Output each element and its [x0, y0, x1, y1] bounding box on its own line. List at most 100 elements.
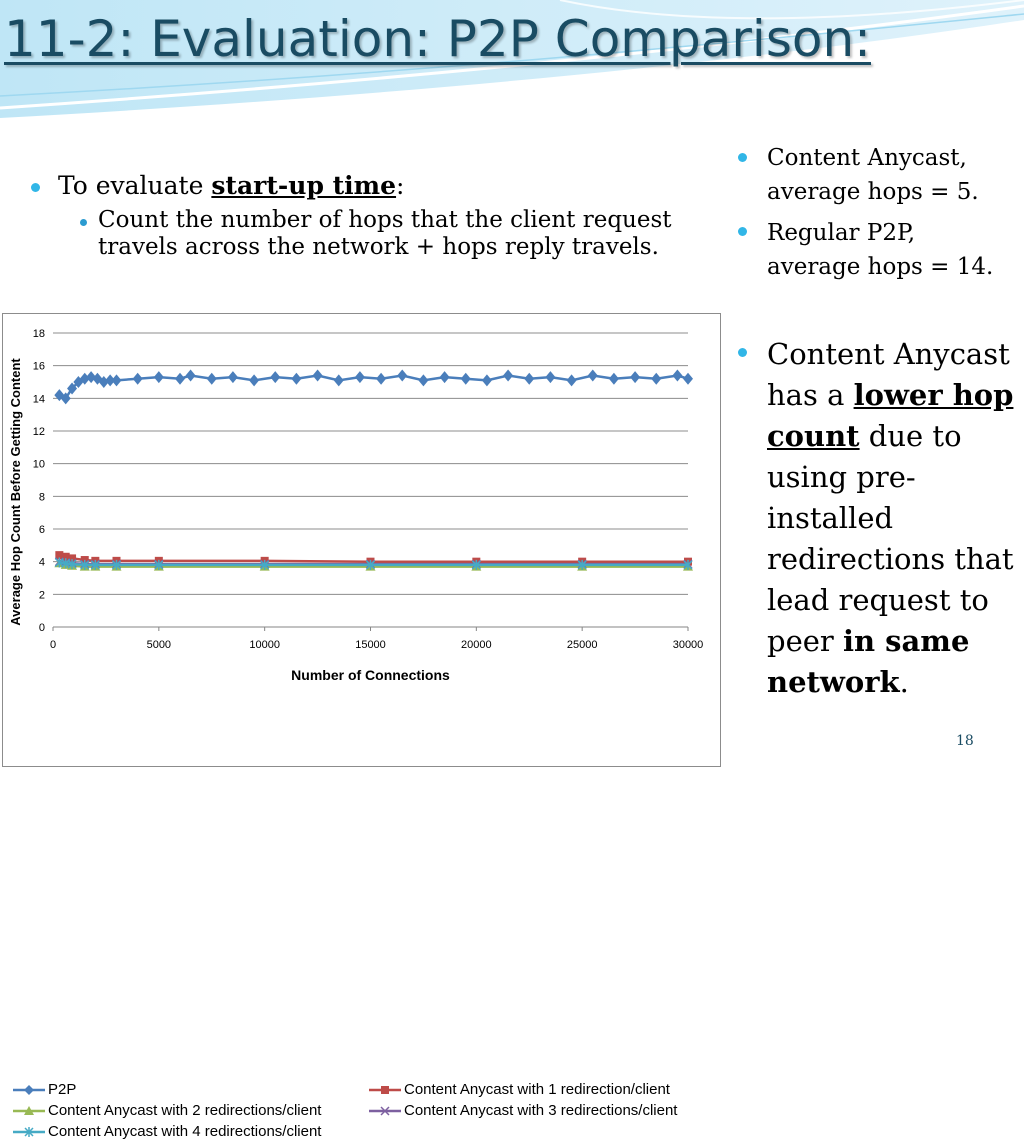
series-1-point [227, 371, 238, 384]
slide-number: 18 [956, 733, 974, 749]
series-5-point [154, 559, 164, 570]
bullet-icon [738, 227, 747, 236]
sub-bullet-icon [80, 219, 87, 226]
legend-marker-icon [369, 1085, 401, 1094]
series-1-point [481, 374, 492, 387]
series-5-point [111, 559, 122, 570]
legend-label: Content Anycast with 3 redirections/clie… [404, 1102, 678, 1119]
y-tick-label: 2 [39, 589, 45, 601]
legend-entry-3: Content Anycast with 2 redirections/clie… [13, 1102, 321, 1119]
legend-label: P2P [48, 1081, 77, 1098]
y-tick-label: 18 [33, 328, 45, 340]
series-1-point [291, 372, 302, 385]
series-1-point [333, 374, 344, 387]
x-tick-label: 10000 [249, 639, 280, 651]
series-1-point [545, 371, 556, 384]
y-tick-label: 12 [33, 426, 45, 438]
legend-label: Content Anycast with 1 redirection/clien… [404, 1081, 670, 1098]
left-sub-bullet: Count the number of hops that the client… [98, 207, 672, 260]
series-5-point [90, 559, 100, 570]
series-1-point [67, 382, 78, 395]
series-1-point [60, 392, 71, 405]
right-bullet-conclusion: Content Anycast has a lower hop count du… [767, 334, 1017, 703]
series-1-point [566, 374, 577, 387]
series-2-point [68, 554, 77, 563]
series-5-point [67, 559, 77, 570]
x-tick-label: 5000 [147, 639, 171, 651]
x-axis-label: Number of Connections [291, 667, 450, 683]
legend-entry-5: Content Anycast with 4 redirections/clie… [13, 1123, 321, 1140]
series-1-point [683, 372, 693, 385]
legend-marker-icon [13, 1084, 45, 1095]
right-bullet-2: Regular P2P, average hops = 14. [767, 220, 994, 280]
series-1-point [651, 372, 662, 385]
y-tick-label: 10 [33, 459, 45, 471]
series-1-point [312, 369, 323, 382]
series-2-point [55, 551, 64, 560]
x-tick-label: 20000 [461, 639, 492, 651]
series-5-point [80, 559, 90, 570]
y-tick-label: 16 [33, 361, 45, 373]
hop-count-chart: 0 2 4 6 8 10 12 14 16 18 0 5000 10000 15000 20000 25000… [2, 313, 721, 1140]
bullet-icon [31, 183, 40, 192]
series-1-point [270, 371, 281, 384]
x-tick-label: 15000 [355, 639, 386, 651]
legend-marker-icon [13, 1105, 45, 1115]
x-tick-label: 0 [50, 639, 56, 651]
series-1-point [105, 374, 116, 387]
series-1-point [86, 371, 97, 384]
series-1-point [249, 374, 260, 387]
series-1-point [630, 371, 641, 384]
series-5-point [260, 559, 270, 570]
series-1-point [397, 369, 408, 382]
chart-plot-area: 0 2 4 6 8 10 12 14 16 18 0 5000 10000 15000 20000 25000… [8, 328, 704, 683]
series-1-point [418, 374, 429, 387]
series-1-point [439, 371, 450, 384]
series-5-point [365, 559, 376, 570]
conclusion-bold-1: lower hop count [767, 378, 1014, 453]
x-tick-label: 30000 [673, 639, 704, 651]
series-1-point [376, 372, 387, 385]
series-1-point [111, 374, 122, 387]
x-tick-label: 25000 [567, 639, 598, 651]
legend-marker-icon [369, 1105, 401, 1116]
series-1-point [206, 372, 217, 385]
y-tick-label: 8 [39, 491, 45, 503]
series-1-point [92, 372, 103, 385]
series-1-point [460, 372, 471, 385]
series-1-point [153, 371, 164, 384]
legend-entry-2: Content Anycast with 1 redirection/clien… [369, 1081, 670, 1098]
series-1-point [524, 372, 535, 385]
conclusion-text-1: Content Anycast has a [767, 337, 1010, 412]
slide-title: 11-2: Evaluation: P2P Comparison: [4, 10, 871, 68]
conclusion-bold-2: in same network [767, 624, 970, 699]
left-main-bullet: To evaluate start-up time: [58, 171, 404, 200]
legend-marker-icon [13, 1126, 45, 1137]
series-1-point [672, 369, 683, 382]
bullet-icon [738, 348, 747, 357]
legend-entry-1: P2P [13, 1081, 76, 1098]
header-swoosh-decoration [0, 0, 1024, 118]
series-2-point [61, 552, 70, 561]
series-5-point [683, 559, 693, 570]
y-axis-label: Average Hop Count Before Getting Content [8, 358, 23, 626]
y-tick-label: 14 [33, 393, 45, 405]
series-1-point [587, 369, 598, 382]
series-5-point [577, 559, 587, 570]
right-bullet-1: Content Anycast, average hops = 5. [767, 145, 979, 205]
y-tick-label: 0 [39, 622, 45, 634]
main-bold: start-up time [211, 171, 397, 200]
main-suffix: : [396, 171, 405, 200]
legend-label: Content Anycast with 2 redirections/clie… [48, 1102, 322, 1119]
series-1-point [354, 371, 365, 384]
series-1-point [503, 369, 514, 382]
series-5-point [471, 559, 481, 570]
main-prefix: To evaluate [58, 171, 212, 200]
series-1-point [185, 369, 196, 382]
bullet-icon [738, 153, 747, 162]
conclusion-text-2: due to using pre-installed redirections … [767, 419, 1014, 658]
series-1-point [132, 372, 143, 385]
y-tick-label: 4 [39, 557, 45, 569]
legend-label: Content Anycast with 4 redirections/clie… [48, 1123, 322, 1140]
series-1-point [175, 372, 185, 385]
